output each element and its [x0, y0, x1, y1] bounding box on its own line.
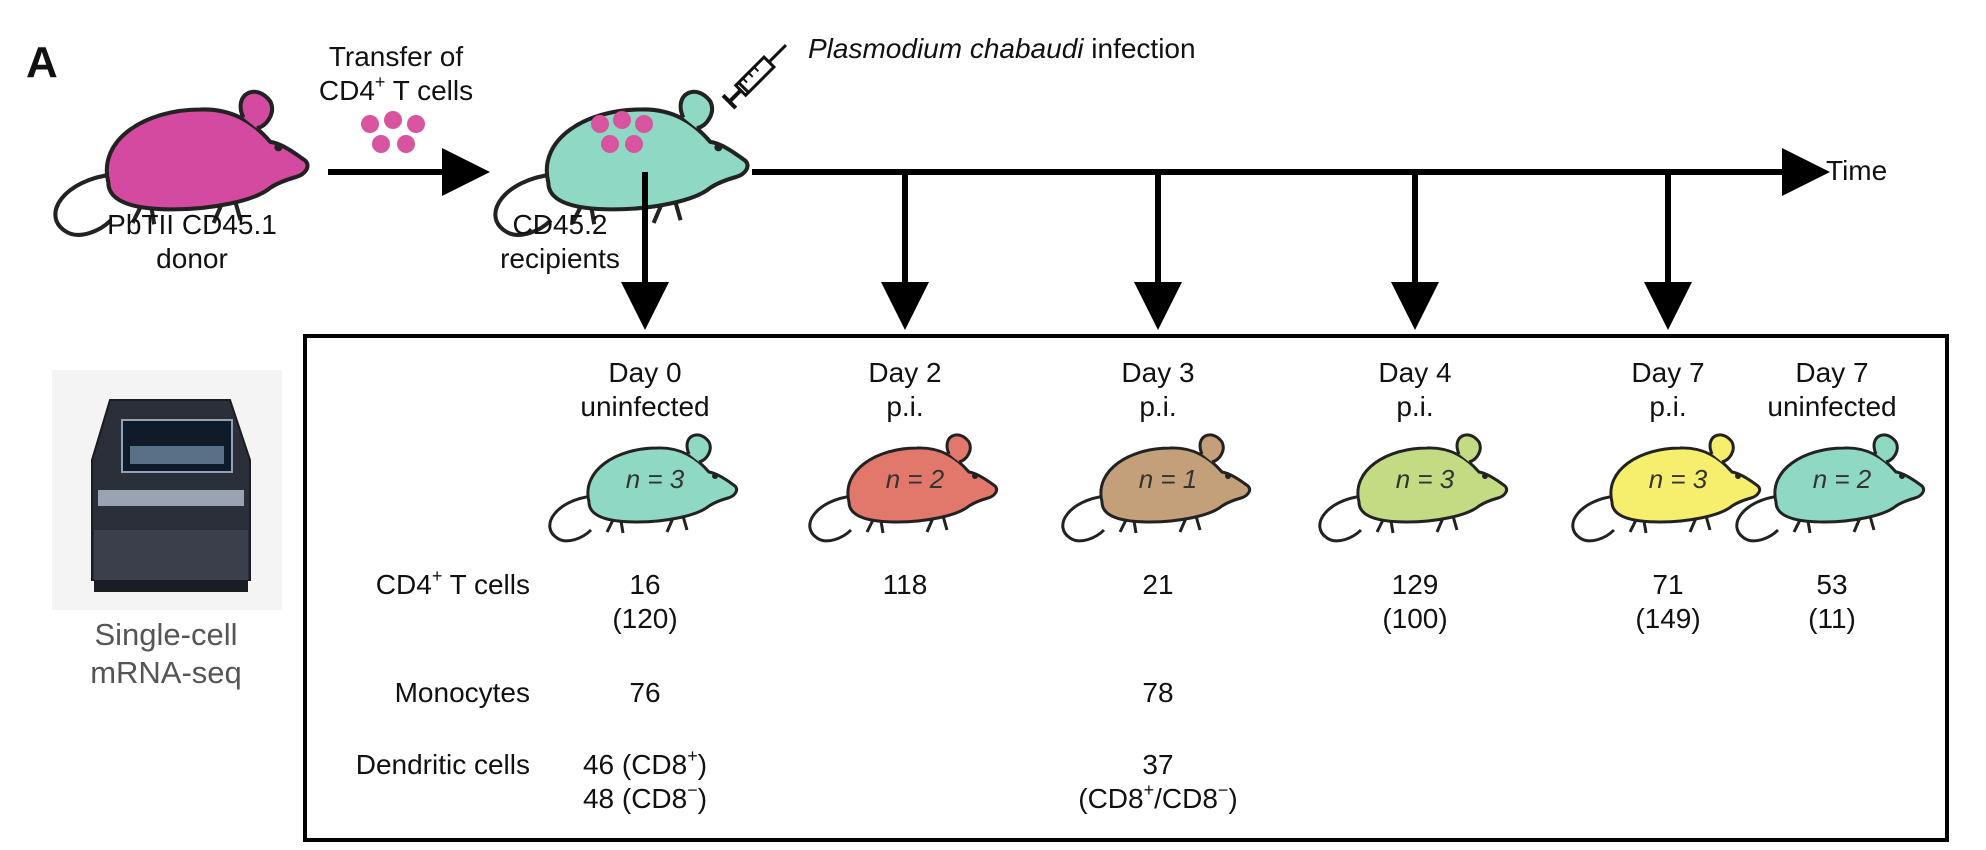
group-status-label: p.i.: [886, 391, 924, 422]
group-mouse-icon: n = 1: [1061, 433, 1252, 543]
transfer-tcells: T cells: [385, 75, 474, 106]
transfer-label-line1: Transfer of: [328, 41, 464, 72]
machine-caption: Single-cell mRNA-seq: [90, 616, 242, 692]
group-monocyte-count: 78: [1142, 677, 1174, 708]
row-label-cd4: CD4+ T cells: [375, 565, 530, 602]
donor-label-line1: PbTII CD45.1: [107, 209, 277, 240]
group-status-label: p.i.: [1649, 391, 1687, 422]
group-cd4-count: 16: [629, 569, 661, 600]
group-mouse-icon: n = 3: [548, 433, 739, 543]
transfer-cd4: CD4: [318, 75, 375, 106]
group-mouse-icon: n = 3: [1318, 433, 1509, 543]
dc2-mid: /CD8: [1154, 783, 1218, 814]
group-n-label: n = 3: [626, 464, 685, 494]
group-mouse-icon: n = 2: [808, 433, 999, 543]
transfer-label: Transfer of CD4+ T cells: [319, 40, 473, 108]
dc2-mid: ): [697, 783, 708, 814]
group-cd4-subcount: (100): [1382, 603, 1448, 634]
dc1-text: 46 (CD8: [582, 749, 688, 780]
group-cd4-count: 71: [1652, 569, 1684, 600]
transfer-cd4-sup: +: [374, 71, 386, 92]
group-day-label: Day 7: [1631, 357, 1705, 388]
dc2-text: (CD8: [1078, 783, 1144, 814]
machine-caption-line1: Single-cell: [94, 617, 238, 652]
group-status-label: p.i.: [1396, 391, 1434, 422]
syringe-icon: [721, 44, 788, 110]
group-status-label: p.i.: [1139, 391, 1177, 422]
group-n-label: n = 1: [1139, 464, 1198, 494]
group-dc-line2: 48 (CD8−): [582, 779, 708, 816]
donor-label: PbTII CD45.1 donor: [107, 208, 277, 276]
group-n-label: n = 3: [1649, 464, 1708, 494]
dc2-sup2: −: [1217, 779, 1229, 800]
samples-box: [303, 334, 1949, 842]
group-cd4-count: 53: [1816, 569, 1848, 600]
row-label-monocytes: Monocytes: [394, 677, 530, 708]
dc2-close: ): [1228, 783, 1238, 814]
group-status-label: uninfected: [1767, 391, 1897, 422]
group-day-label: Day 3: [1121, 357, 1195, 388]
infection-label: Plasmodium chabaudi infection: [808, 32, 1196, 66]
recipient-label-line2: recipients: [500, 243, 620, 274]
recipient-label: CD45.2 recipients: [500, 208, 620, 276]
group-cd4-count: 21: [1142, 569, 1174, 600]
group-cd4-count: 118: [882, 569, 928, 600]
recipient-cells-icon: [591, 111, 653, 153]
group-mouse-icon: n = 2: [1735, 433, 1926, 543]
transfer-label-line2: CD4+ T cells: [318, 71, 474, 108]
dc1-text: 37: [1142, 749, 1174, 780]
row-label-dendritic: Dendritic cells: [355, 749, 530, 780]
donor-label-line2: donor: [156, 243, 228, 274]
group-day-label: Day 2: [868, 357, 942, 388]
recipient-label-line1: CD45.2: [512, 209, 608, 240]
infection-species: Plasmodium chabaudi: [808, 33, 1084, 64]
group-day-label: Day 7: [1795, 357, 1869, 388]
group-day-label: Day 4: [1378, 357, 1452, 388]
group-dc-line2: (CD8+/CD8−): [1078, 779, 1238, 816]
group-day-label: Day 0: [608, 357, 682, 388]
sequencing-machine-icon: [52, 370, 282, 610]
group-dc-line1: 37: [1142, 748, 1173, 782]
group-cd4-subcount: (120): [612, 603, 678, 634]
row-label-cd4-post: T cells: [442, 569, 530, 600]
group-cd4-subcount: (149): [1635, 603, 1701, 634]
group-cd4-count: 129: [1391, 569, 1439, 600]
infection-word: infection: [1083, 33, 1196, 64]
panel-label: A: [26, 38, 58, 87]
dc2-text: 48 (CD8: [582, 783, 688, 814]
group-status-label: uninfected: [580, 391, 710, 422]
machine-caption-line2: mRNA-seq: [90, 655, 242, 690]
group-dc-line1: 46 (CD8+): [582, 745, 708, 782]
dc1-sup: +: [687, 745, 698, 766]
row-label-cd4-text: CD4: [375, 569, 432, 600]
group-n-label: n = 2: [1813, 464, 1872, 494]
time-label: Time: [1826, 155, 1888, 186]
group-cd4-subcount: (11): [1808, 603, 1856, 634]
group-monocyte-count: 76: [629, 677, 661, 708]
group-n-label: n = 3: [1396, 464, 1455, 494]
dc1-close: ): [697, 749, 708, 780]
transferred-cells-icon: [361, 111, 425, 153]
group-mouse-icon: n = 3: [1571, 433, 1762, 543]
dc2-sup: +: [1143, 779, 1155, 800]
group-n-label: n = 2: [886, 464, 945, 494]
row-label-cd4-sup: +: [431, 565, 443, 586]
dc2-sup: −: [687, 779, 698, 800]
